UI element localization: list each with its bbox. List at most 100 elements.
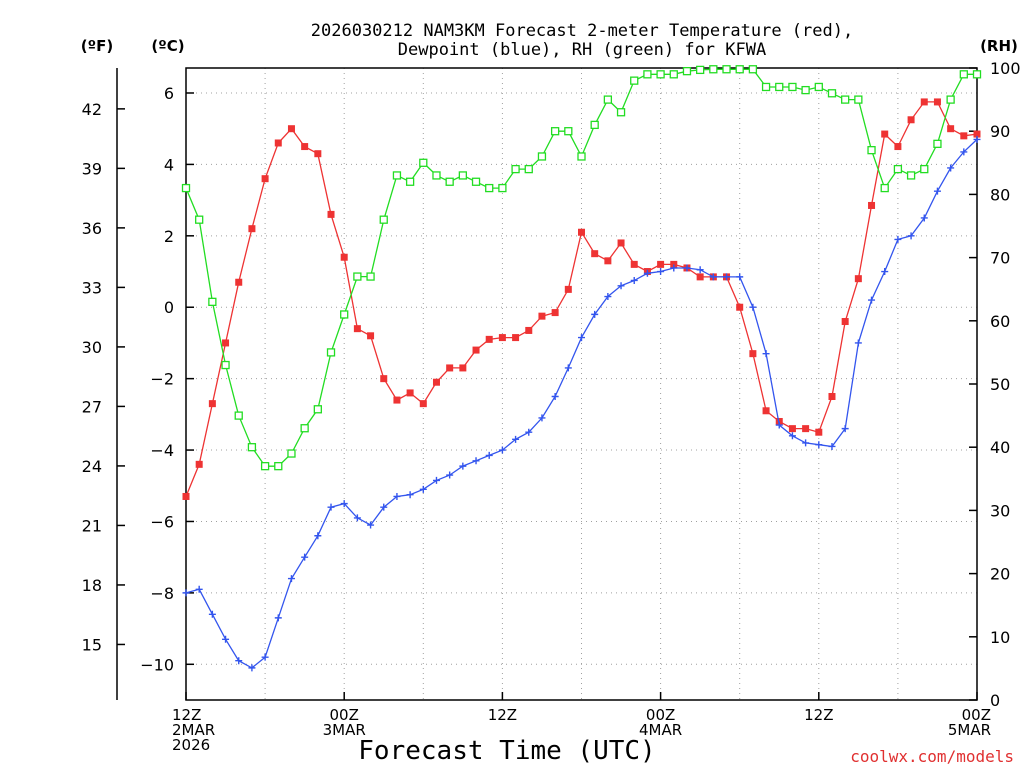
data-point (828, 442, 836, 450)
data-point (880, 183, 889, 193)
data-point (340, 500, 348, 508)
data-point (762, 350, 770, 358)
data-point (380, 375, 388, 383)
data-point (551, 392, 559, 400)
data-point (379, 215, 388, 224)
fahrenheit-tick-label: 39 (82, 159, 102, 178)
data-point (274, 139, 282, 147)
data-point (881, 130, 889, 138)
fahrenheit-tick-label: 18 (82, 576, 102, 595)
rh-tick-label: 0 (990, 691, 1000, 710)
data-point (445, 177, 454, 186)
rh-tick-label: 10 (990, 628, 1010, 647)
celsius-tick-label: 2 (164, 227, 174, 246)
data-point (854, 339, 862, 347)
data-point (933, 187, 941, 195)
celsius-tick-label: 4 (164, 155, 174, 174)
data-point (617, 282, 625, 290)
data-point (788, 425, 796, 433)
data-point (313, 405, 322, 414)
data-point (221, 360, 230, 370)
data-point (656, 70, 665, 79)
celsius-tick-label: 6 (164, 84, 174, 103)
data-point (973, 135, 981, 143)
x-tick-label: 12Z (804, 706, 833, 724)
x-tick-label: 2026 (172, 736, 210, 754)
data-point (814, 82, 823, 92)
data-point (907, 116, 915, 124)
data-point (947, 164, 955, 172)
data-point (788, 432, 796, 440)
fahrenheit-tick-label: 24 (82, 457, 102, 476)
data-point (446, 471, 454, 479)
tick-labels: −10−8−6−4−202461518212427303336394201020… (82, 59, 1021, 754)
celsius-unit-label: (ºC) (151, 37, 184, 55)
data-point (801, 85, 810, 95)
data-point (367, 521, 375, 529)
celsius-tick-label: 0 (164, 298, 174, 317)
data-point (208, 610, 216, 618)
data-point (906, 171, 916, 180)
data-point (511, 164, 520, 174)
data-point (775, 82, 784, 92)
data-point (459, 462, 467, 470)
data-point (208, 297, 217, 306)
data-point (380, 503, 388, 511)
data-point (222, 339, 230, 347)
x-tick-label: 12Z (488, 706, 517, 724)
data-point (972, 70, 982, 79)
data-point (802, 425, 810, 433)
data-point (670, 260, 678, 268)
grid-lines (186, 68, 977, 700)
data-point (854, 275, 862, 283)
data-point (578, 334, 585, 342)
data-point (485, 335, 493, 343)
data-point (577, 152, 586, 161)
data-point (881, 268, 889, 276)
rh-tick-label: 40 (990, 438, 1010, 457)
data-point (353, 514, 361, 522)
data-point (854, 95, 863, 104)
data-point (802, 439, 810, 447)
data-point (947, 125, 955, 133)
data-point (472, 457, 480, 465)
data-point (591, 310, 599, 318)
fahrenheit-tick-label: 33 (82, 278, 102, 297)
data-point (512, 334, 520, 342)
data-point (367, 332, 375, 340)
x-tick-label: 4MAR (639, 721, 682, 739)
data-point (498, 334, 506, 342)
data-point (498, 183, 507, 193)
data-point (893, 164, 903, 174)
data-point (471, 177, 481, 186)
data-point (841, 425, 849, 433)
data-point (630, 260, 638, 268)
data-point (788, 82, 797, 92)
data-point (841, 318, 849, 326)
data-point (195, 460, 203, 468)
data-point (603, 95, 613, 104)
data-point (749, 350, 757, 358)
data-point (696, 273, 704, 281)
data-point (868, 201, 876, 209)
data-point (327, 210, 335, 218)
data-point (643, 70, 652, 79)
data-point (405, 177, 415, 186)
data-point (920, 214, 928, 222)
data-point (525, 428, 533, 436)
data-point (933, 98, 941, 106)
data-point (419, 400, 427, 408)
fahrenheit-tick-label: 15 (82, 635, 102, 654)
data-point (762, 407, 770, 415)
data-point (353, 272, 362, 281)
data-point (247, 443, 257, 452)
data-point (630, 276, 638, 284)
data-point (827, 89, 837, 98)
data-point (551, 309, 559, 317)
data-point (616, 108, 626, 117)
data-point (723, 273, 731, 281)
data-point (432, 171, 441, 180)
data-point (419, 485, 427, 493)
data-point (538, 414, 546, 422)
chart-title-line2: Dewpoint (blue), RH (green) for KFWA (398, 40, 766, 60)
